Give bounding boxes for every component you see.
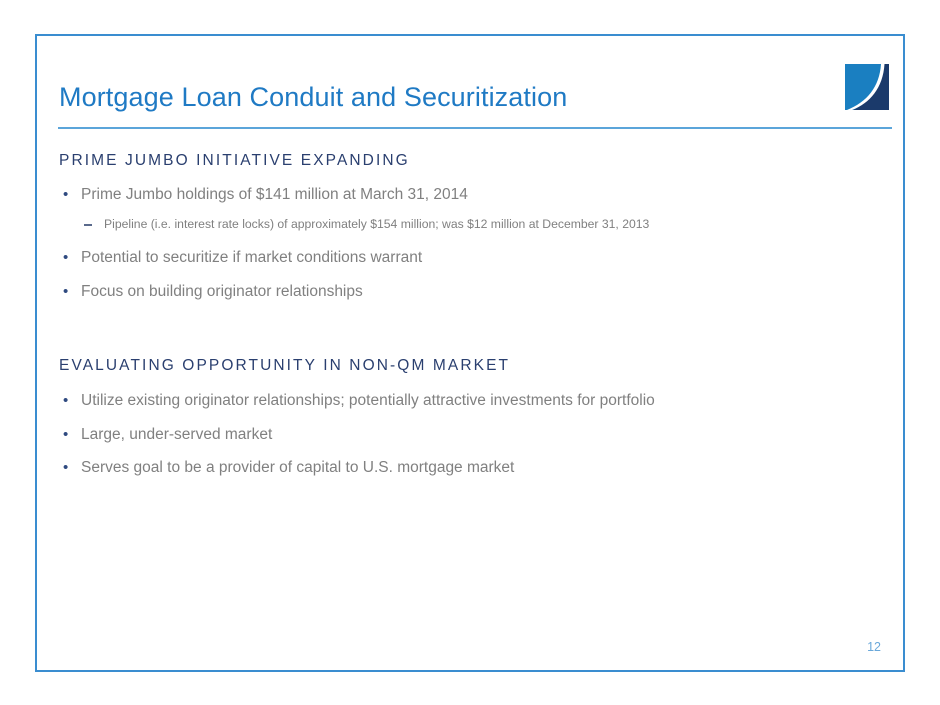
list-item-label: Utilize existing originator relationship… (81, 392, 655, 409)
list-item-label: Potential to securitize if market condit… (81, 249, 423, 266)
list-item: • Large, under-served market (59, 425, 272, 445)
section-header-prime-jumbo: PRIME JUMBO INITIATIVE EXPANDING (59, 152, 410, 169)
list-item-label: Focus on building originator relationshi… (81, 283, 363, 300)
bullet-marker: • (63, 392, 69, 409)
dash-marker-icon (84, 216, 104, 226)
list-item: • Focus on building originator relations… (59, 282, 363, 302)
title-divider (58, 127, 892, 129)
list-item-label: Serves goal to be a provider of capital … (81, 459, 515, 476)
list-item-label: Prime Jumbo holdings of $141 million at … (81, 186, 468, 203)
company-logo-icon (843, 61, 891, 113)
bullet-marker: • (63, 249, 69, 266)
sub-list-item: Pipeline (i.e. interest rate locks) of a… (84, 216, 649, 233)
sub-list-item-label: Pipeline (i.e. interest rate locks) of a… (104, 217, 650, 231)
section-header-non-qm: EVALUATING OPPORTUNITY IN NON-QM MARKET (59, 357, 511, 374)
list-item: • Potential to securitize if market cond… (59, 248, 422, 268)
page-number: 12 (867, 640, 881, 654)
bullet-marker: • (63, 186, 69, 203)
list-item: • Utilize existing originator relationsh… (59, 391, 655, 411)
bullet-marker: • (63, 426, 69, 443)
list-item: • Prime Jumbo holdings of $141 million a… (59, 185, 468, 205)
bullet-marker: • (63, 459, 69, 476)
page-title: Mortgage Loan Conduit and Securitization (59, 82, 568, 112)
bullet-marker: • (63, 283, 69, 300)
list-item-label: Large, under-served market (81, 426, 273, 443)
slide-canvas: Mortgage Loan Conduit and Securitization… (35, 34, 905, 672)
list-item: • Serves goal to be a provider of capita… (59, 458, 514, 478)
